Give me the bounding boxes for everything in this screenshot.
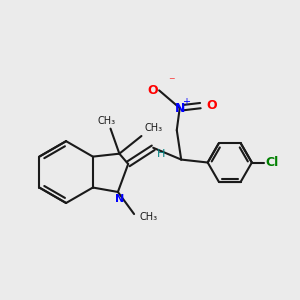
Text: ⁻: ⁻	[168, 75, 175, 88]
Text: N: N	[115, 194, 124, 204]
Text: N: N	[175, 101, 185, 115]
Text: H: H	[157, 149, 165, 159]
Text: O: O	[147, 84, 158, 97]
Text: CH₃: CH₃	[140, 212, 158, 222]
Text: +: +	[182, 97, 190, 106]
Text: O: O	[206, 99, 217, 112]
Text: CH₃: CH₃	[97, 116, 115, 126]
Text: Cl: Cl	[265, 156, 278, 169]
Text: CH₃: CH₃	[144, 123, 163, 133]
